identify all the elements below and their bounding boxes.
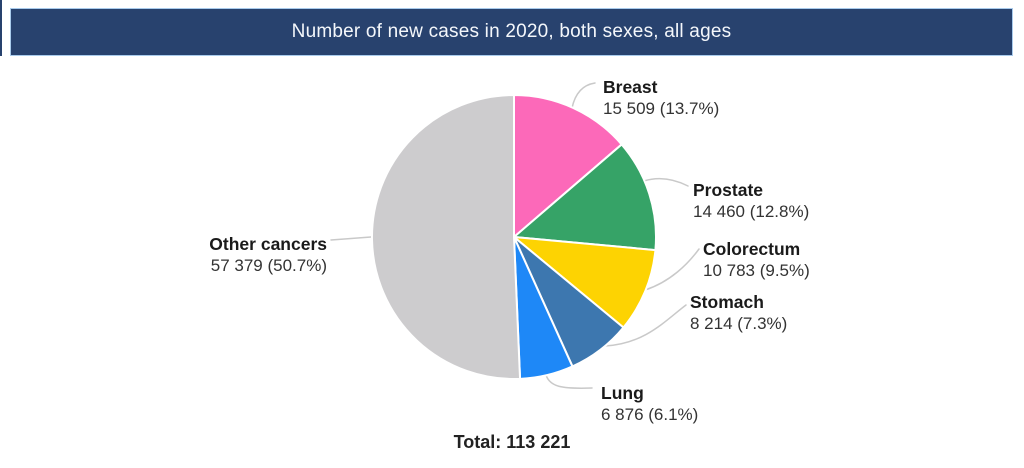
label-stomach: Stomach 8 214 (7.3%) xyxy=(690,292,787,334)
label-colorectum-value: 10 783 (9.5%) xyxy=(703,261,810,280)
pie-slice-prostate[interactable] xyxy=(513,143,657,252)
pie-slice-colorectum[interactable] xyxy=(513,236,657,329)
label-other-cancers-name: Other cancers xyxy=(209,234,327,254)
label-lung: Lung 6 876 (6.1%) xyxy=(601,383,698,425)
label-stomach-name: Stomach xyxy=(690,292,764,312)
label-other-cancers-value: 57 379 (50.7%) xyxy=(210,256,327,275)
label-stomach-value: 8 214 (7.3%) xyxy=(690,314,788,333)
chart-title: Number of new cases in 2020, both sexes,… xyxy=(291,21,732,42)
leader-line-stomach xyxy=(604,304,687,347)
label-lung-value: 6 876 (6.1%) xyxy=(601,405,699,424)
pie-slice-other-cancers[interactable] xyxy=(371,94,522,380)
leader-line-breast xyxy=(571,82,596,109)
label-lung-name: Lung xyxy=(601,383,644,403)
label-prostate-value: 14 460 (12.8%) xyxy=(693,202,810,221)
label-prostate-name: Prostate xyxy=(693,180,764,200)
leader-line-other-cancers xyxy=(330,236,372,241)
leader-line-lung xyxy=(545,374,593,389)
label-breast-value: 15 509 (13.7%) xyxy=(603,99,720,118)
leader-lines xyxy=(330,82,700,389)
label-breast-name: Breast xyxy=(603,77,658,97)
pie-chart-svg xyxy=(330,82,700,389)
pie-slice-breast[interactable] xyxy=(513,94,623,238)
total-label: Total: 113 221 xyxy=(453,432,571,452)
leader-line-colorectum xyxy=(644,248,700,291)
label-colorectum: Colorectum 10 783 (9.5%) xyxy=(703,239,810,281)
chart-header: Number of new cases in 2020, both sexes,… xyxy=(10,8,1013,56)
left-edge-fragment xyxy=(0,0,2,56)
label-prostate: Prostate 14 460 (12.8%) xyxy=(693,180,809,222)
label-colorectum-name: Colorectum xyxy=(703,239,801,259)
pie-slices xyxy=(371,94,657,380)
leader-line-prostate xyxy=(643,177,689,187)
label-breast: Breast 15 509 (13.7%) xyxy=(603,77,719,119)
label-other-cancers: Other cancers 57 379 (50.7%) xyxy=(209,234,327,276)
